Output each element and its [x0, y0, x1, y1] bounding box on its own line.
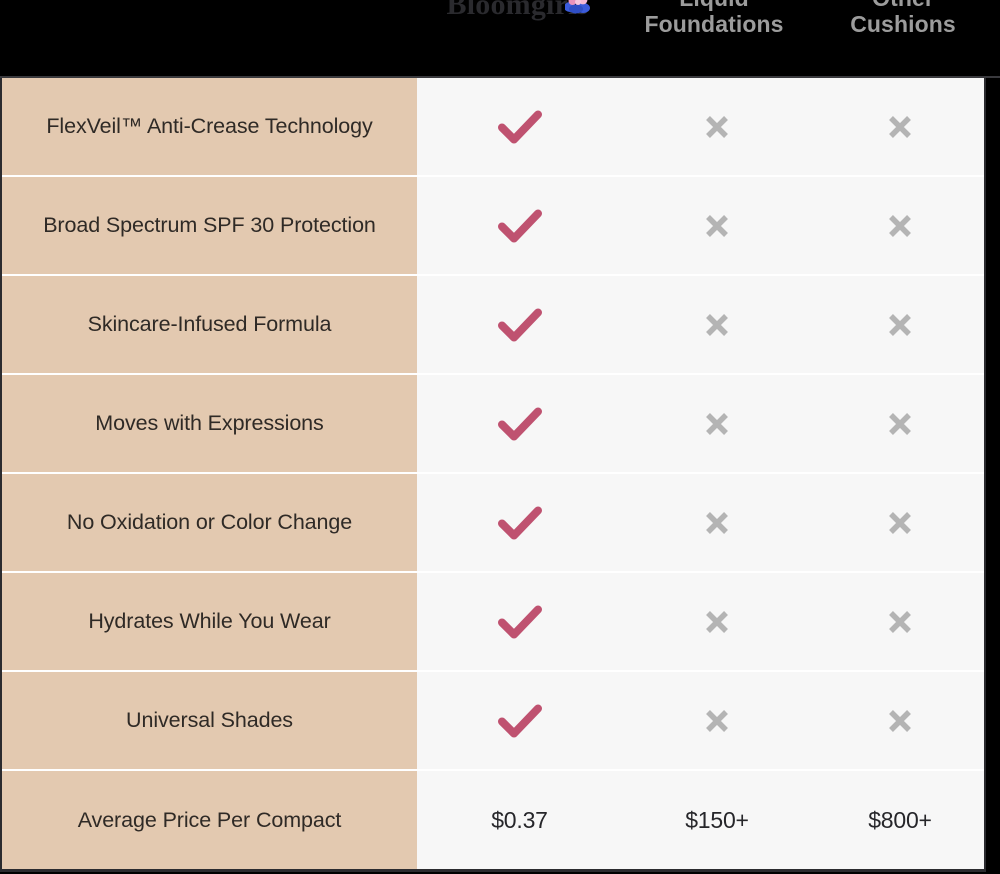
- cross-icon: [887, 312, 913, 338]
- value-cell-liquid-foundations: $150+: [622, 771, 812, 869]
- header-liquid-line2: Foundations: [644, 10, 784, 37]
- header-other-line1: Other: [872, 0, 934, 11]
- cross-icon: [887, 708, 913, 734]
- header-other-line2: Cushions: [850, 10, 956, 37]
- value-cell-brand: $0.37: [417, 771, 622, 869]
- check-icon: [497, 407, 542, 441]
- feature-cell: Hydrates While You Wear: [2, 573, 417, 670]
- value-cell-brand: [417, 474, 622, 571]
- table-row: Hydrates While You Wear: [2, 573, 984, 672]
- cross-icon: [704, 411, 730, 437]
- feature-cell: Average Price Per Compact: [2, 771, 417, 869]
- value-cell-liquid-foundations: [622, 474, 812, 571]
- check-icon: [497, 605, 542, 639]
- cross-icon: [704, 609, 730, 635]
- value-cell-liquid-foundations: [622, 375, 812, 472]
- value-cell-liquid-foundations: [622, 177, 812, 274]
- feature-label: FlexVeil™ Anti-Crease Technology: [46, 114, 373, 138]
- table-row: FlexVeil™ Anti-Crease Technology: [2, 78, 984, 177]
- feature-label: Broad Spectrum SPF 30 Protection: [43, 213, 376, 237]
- value-cell-other-cushions: [812, 177, 984, 274]
- table-row: Average Price Per Compact $0.37 $150+ $800+: [2, 771, 984, 869]
- feature-cell: Skincare-Infused Formula: [2, 276, 417, 373]
- feature-label: Skincare-Infused Formula: [87, 312, 332, 336]
- comparison-table: FlexVeil™ Anti-Crease Technology Broad Sp…: [0, 78, 986, 872]
- feature-label: Universal Shades: [126, 708, 293, 732]
- cross-icon: [704, 213, 730, 239]
- table-row: Moves with Expressions: [2, 375, 984, 474]
- feature-label: Hydrates While You Wear: [88, 609, 331, 633]
- value-cell-brand: [417, 672, 622, 769]
- check-icon: [497, 506, 542, 540]
- value-cell-other-cushions: [812, 276, 984, 373]
- value-cell-other-cushions: [812, 672, 984, 769]
- value-cell-other-cushions: [812, 573, 984, 670]
- value-cell-liquid-foundations: [622, 78, 812, 175]
- cross-icon: [704, 708, 730, 734]
- cross-icon: [887, 411, 913, 437]
- value-cell-other-cushions: [812, 78, 984, 175]
- feature-label: Moves with Expressions: [95, 411, 324, 435]
- feature-label: Average Price Per Compact: [77, 808, 342, 832]
- check-icon: [497, 308, 542, 342]
- header-liquid-line1: Liquid: [679, 0, 749, 11]
- header-column-liquid-foundations: Liquid Foundations: [619, 0, 809, 38]
- feature-cell: Moves with Expressions: [2, 375, 417, 472]
- price-value: $800+: [868, 807, 932, 833]
- cross-icon: [887, 609, 913, 635]
- value-cell-other-cushions: $800+: [812, 771, 984, 869]
- table-row: Universal Shades: [2, 672, 984, 771]
- cross-icon: [887, 510, 913, 536]
- check-icon: [497, 704, 542, 738]
- feature-label: No Oxidation or Color Change: [66, 510, 353, 534]
- value-cell-brand: [417, 573, 622, 670]
- table-row: Skincare-Infused Formula: [2, 276, 984, 375]
- feature-cell: Broad Spectrum SPF 30 Protection: [2, 177, 417, 274]
- value-cell-other-cushions: [812, 474, 984, 571]
- value-cell-brand: [417, 276, 622, 373]
- table-row: No Oxidation or Color Change: [2, 474, 984, 573]
- feature-cell: Universal Shades: [2, 672, 417, 769]
- value-cell-brand: [417, 78, 622, 175]
- table-header: Bloomgirls Liquid Foundations: [0, 0, 1000, 78]
- price-value: $150+: [685, 807, 749, 833]
- check-icon: [497, 209, 542, 243]
- header-brand-logo: Bloomgirls: [415, 0, 620, 22]
- cross-icon: [887, 213, 913, 239]
- cross-icon: [704, 510, 730, 536]
- check-icon: [497, 110, 542, 144]
- flower-blossom-icon: [563, 0, 591, 14]
- feature-cell: No Oxidation or Color Change: [2, 474, 417, 571]
- cross-icon: [704, 114, 730, 140]
- cross-icon: [704, 312, 730, 338]
- brand-wordmark: Bloomgirls: [446, 0, 589, 21]
- header-column-other-cushions: Other Cushions: [808, 0, 998, 38]
- value-cell-brand: [417, 177, 622, 274]
- value-cell-brand: [417, 375, 622, 472]
- cross-icon: [887, 114, 913, 140]
- table-row: Broad Spectrum SPF 30 Protection: [2, 177, 984, 276]
- value-cell-liquid-foundations: [622, 573, 812, 670]
- feature-cell: FlexVeil™ Anti-Crease Technology: [2, 78, 417, 175]
- price-value: $0.37: [491, 807, 548, 833]
- value-cell-other-cushions: [812, 375, 984, 472]
- value-cell-liquid-foundations: [622, 672, 812, 769]
- value-cell-liquid-foundations: [622, 276, 812, 373]
